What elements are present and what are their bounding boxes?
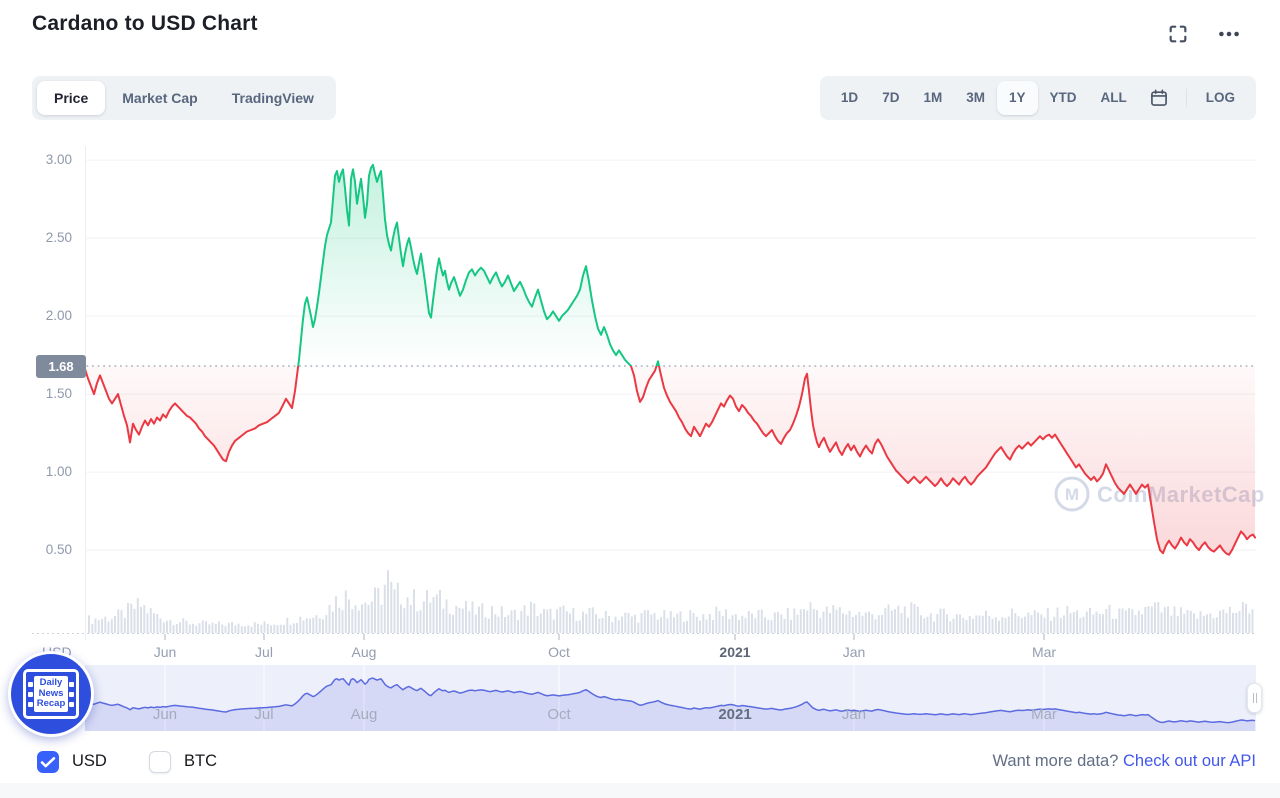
volume-bars [88, 570, 1254, 633]
navigator-label: Oct [547, 706, 571, 723]
y-axis-label: 0.50 [45, 542, 72, 557]
api-link[interactable]: Check out our API [1123, 752, 1256, 770]
film-strip-icon: Daily News Recap [23, 669, 79, 719]
range-button-ytd[interactable]: YTD [1049, 90, 1077, 105]
x-axis-label: Jan [842, 644, 866, 660]
range-selector: 1D 7D 1M 3M 1Y YTD ALL LOG [819, 76, 1256, 120]
y-axis-label: 2.00 [45, 308, 72, 323]
y-axis-label: 2.50 [45, 230, 72, 245]
tab-market-cap[interactable]: Market Cap [122, 90, 198, 106]
news-badge-line: News [38, 687, 64, 699]
chart-footer: USD BTC Want more data? Check out our AP… [0, 745, 1280, 781]
range-button-1d[interactable]: 1D [840, 90, 859, 105]
range-divider [1185, 89, 1187, 107]
navigator-label: Jan [841, 706, 867, 723]
api-prompt-text: Want more data? [992, 752, 1119, 770]
news-badge-line: Recap [36, 698, 66, 710]
range-button-3m[interactable]: 3M [966, 90, 985, 105]
btc-checkbox-label[interactable]: BTC [184, 752, 217, 770]
navigator-label: Jul [254, 706, 274, 723]
svg-text:M: M [1065, 485, 1079, 504]
fullscreen-button[interactable] [1163, 19, 1193, 49]
navigator-label: Jun [152, 706, 178, 723]
navigator-label: Aug [350, 706, 378, 723]
tab-price[interactable]: Price [37, 81, 106, 115]
navigator-label: Mar [1031, 706, 1057, 723]
x-axis-label: Aug [351, 644, 377, 660]
check-icon [40, 757, 56, 768]
ellipsis-icon [1219, 31, 1239, 37]
x-axis-year-label: 2021 [719, 644, 751, 660]
x-axis-label: Mar [1031, 644, 1057, 660]
log-scale-button[interactable]: LOG [1205, 90, 1235, 105]
price-line [84, 163, 1256, 556]
tab-tradingview[interactable]: TradingView [231, 90, 314, 106]
usd-checkbox[interactable] [37, 751, 59, 773]
more-options-button[interactable] [1214, 19, 1244, 49]
btc-checkbox[interactable] [149, 751, 171, 773]
navigator-year-label: 2021 [718, 706, 752, 723]
x-axis-label: Jun [153, 644, 177, 660]
navigator-line [84, 677, 1256, 724]
bottom-divider-strip [0, 783, 1280, 798]
y-axis-label: 1.00 [45, 464, 72, 479]
navigator-area [85, 678, 1255, 731]
news-badge-line: Daily [39, 677, 63, 689]
calendar-icon [1150, 89, 1167, 106]
page-title: Cardano to USD Chart [32, 12, 258, 35]
fullscreen-icon [1169, 25, 1187, 43]
y-axis-label: 1.50 [45, 386, 72, 401]
news-recap-badge[interactable]: Daily News Recap [8, 651, 94, 737]
navigator-handle[interactable] [1247, 683, 1262, 713]
range-button-1y[interactable]: 1Y [996, 81, 1038, 115]
navigator[interactable] [84, 665, 1256, 731]
range-button-7d[interactable]: 7D [882, 90, 900, 105]
current-price-badge: 1.68 [36, 355, 86, 378]
price-area-fill [85, 164, 1255, 555]
range-button-all[interactable]: ALL [1100, 90, 1127, 105]
x-axis-label: Oct [548, 644, 570, 660]
x-axis-label: Jul [255, 644, 273, 660]
chart-type-tabs: Price Market Cap TradingView [32, 76, 336, 120]
y-axis-label: 3.00 [45, 152, 72, 167]
calendar-button[interactable] [1139, 81, 1179, 115]
range-button-1m[interactable]: 1M [923, 90, 943, 105]
usd-checkbox-label[interactable]: USD [72, 752, 107, 770]
